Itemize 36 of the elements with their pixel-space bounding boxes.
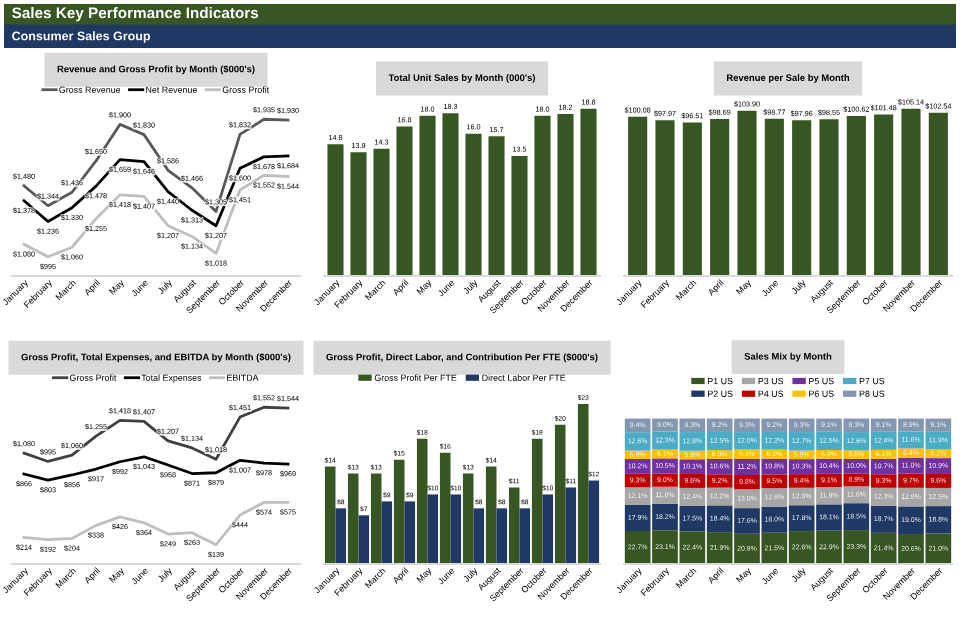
bar (442, 113, 459, 276)
bar (393, 459, 405, 564)
bar (350, 152, 367, 276)
bar (531, 438, 543, 564)
bar (416, 438, 428, 564)
bar (358, 515, 370, 564)
bar (335, 508, 347, 564)
bar (404, 501, 416, 564)
bar (327, 144, 344, 276)
bar (534, 115, 551, 276)
bar (427, 494, 439, 564)
bar (450, 494, 462, 564)
bar (381, 501, 393, 564)
bar (473, 508, 485, 564)
bar (557, 114, 574, 276)
bar (370, 473, 382, 564)
bar (542, 494, 554, 564)
bar (511, 155, 528, 276)
bar (419, 115, 436, 276)
bar (347, 473, 359, 564)
bar (577, 404, 589, 564)
bar (508, 487, 520, 564)
bar (488, 136, 505, 276)
bar (554, 424, 566, 564)
bar (580, 108, 597, 276)
bar (465, 133, 482, 276)
bar (373, 148, 390, 276)
bar (496, 508, 508, 564)
bar (324, 466, 336, 564)
bar (565, 487, 577, 564)
bar (485, 466, 497, 564)
bar (396, 126, 413, 276)
bar (439, 452, 451, 564)
bar (519, 508, 531, 564)
bar (462, 473, 474, 564)
bar (588, 480, 600, 564)
